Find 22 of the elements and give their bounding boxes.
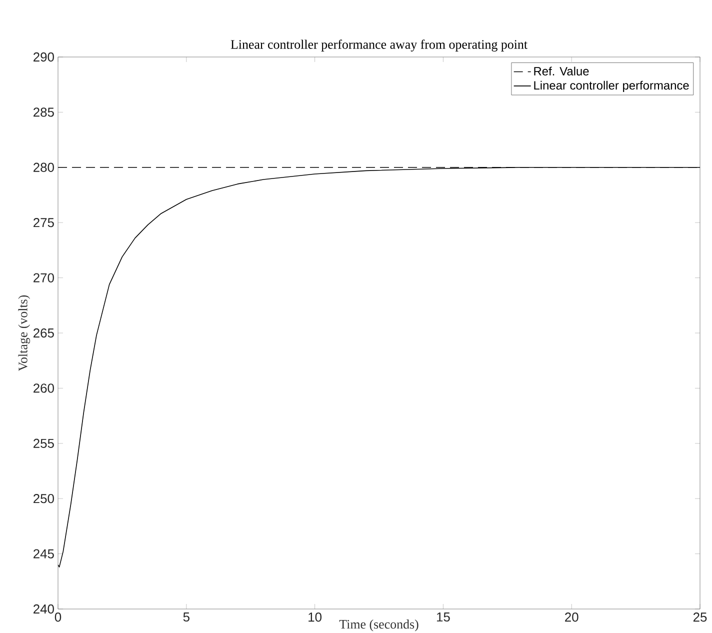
chart-title: Linear controller performance away from operating point: [230, 40, 528, 52]
y-axis-title: Voltage (volts): [18, 295, 30, 372]
y-tick-label: 285: [34, 108, 54, 117]
y-tick-label: 245: [34, 549, 54, 558]
y-tick-label: 270: [34, 273, 54, 282]
legend-label: Ref. Value: [534, 66, 589, 76]
x-tick-label: 10: [308, 612, 322, 622]
x-tick-label: 25: [693, 612, 707, 622]
y-tick-label: 260: [34, 384, 54, 393]
x-tick-label: 20: [565, 612, 578, 622]
y-tick-label: 255: [34, 438, 54, 448]
x-tick-label: 0: [54, 612, 62, 622]
y-tick-label: 240: [34, 604, 54, 614]
x-tick-label: 15: [436, 612, 450, 622]
y-tick-label: 250: [34, 494, 54, 504]
y-tick-label: 290: [34, 52, 54, 62]
y-tick-label: 265: [34, 328, 54, 338]
y-tick-label: 275: [34, 218, 54, 228]
x-tick-label: 5: [183, 612, 190, 622]
x-axis-title: Time (seconds): [339, 620, 418, 632]
y-tick-label: 280: [34, 162, 54, 172]
legend-label: Linear controller performance: [534, 80, 689, 92]
